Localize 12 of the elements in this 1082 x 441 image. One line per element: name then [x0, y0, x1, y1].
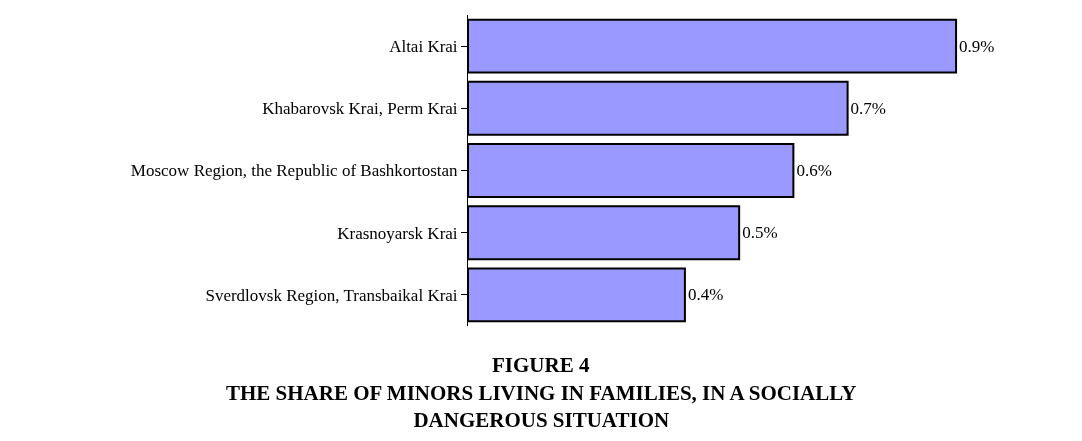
data-label: 0.6% [796, 161, 832, 181]
y-tick-label: Sverdlovsk Region, Transbaikal Krai [205, 285, 458, 305]
data-label: 0.4% [687, 285, 724, 305]
text: FIGURE 4 [492, 353, 590, 377]
data-label: 0.7% [850, 98, 887, 118]
y-tick-label: Khabarovsk Krai, Perm Krai [262, 99, 458, 119]
y-tick-label: Krasnoyarsk Krai [337, 223, 458, 243]
y-tick-label: Altai Krai [389, 37, 458, 57]
text: THE SHARE OF MINORS LIVING IN FAMILIES, IN A SOCIALLY DANGEROUS SITUATION [226, 381, 857, 433]
data-label: 0.9% [959, 36, 995, 56]
data-label: 0.5% [742, 223, 778, 243]
y-tick-label: Moscow Region, the Republic of Bashkortostan [130, 161, 459, 181]
